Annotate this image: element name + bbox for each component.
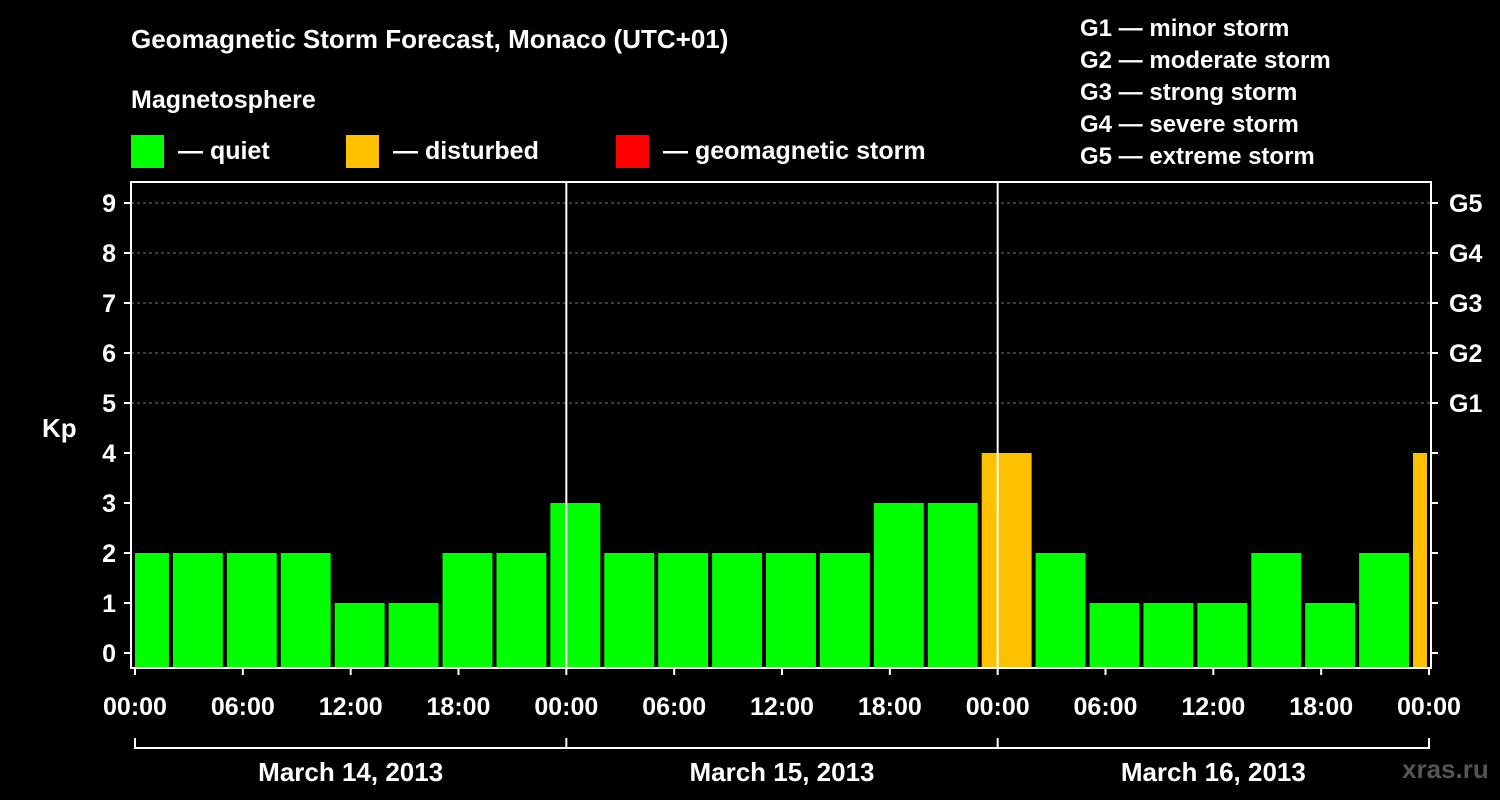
bar: [766, 553, 816, 668]
legend-swatch-disturbed: [346, 134, 379, 168]
x-tick-label: 12:00: [750, 693, 814, 721]
y-tick-label: 9: [102, 190, 116, 218]
y-tick-label: 7: [102, 290, 116, 318]
chart-title: Geomagnetic Storm Forecast, Monaco (UTC+…: [131, 24, 729, 54]
g-tick-label: G4: [1449, 240, 1482, 268]
legend-label-quiet: — quiet: [178, 136, 270, 165]
bar: [981, 453, 1032, 668]
bar: [819, 553, 870, 668]
x-tick-label: 18:00: [427, 693, 491, 721]
legend-item-disturbed: — disturbed: [346, 134, 539, 168]
bar: [135, 553, 169, 668]
bar: [927, 503, 978, 668]
bar: [1359, 553, 1410, 668]
bar: [280, 553, 331, 668]
legend-item-quiet: — quiet: [131, 134, 270, 168]
g-tick-label: G3: [1449, 290, 1482, 318]
legend-swatch-storm: [616, 134, 649, 168]
g-tick-label: G1: [1449, 390, 1482, 418]
y-tick-label: 6: [102, 340, 116, 368]
x-tick-label: 06:00: [211, 693, 275, 721]
bar: [550, 503, 601, 668]
y-tick-label: 3: [102, 490, 116, 518]
g-scale-item: G4 — severe storm: [1080, 111, 1299, 138]
g-scale-item: G5 — extreme storm: [1080, 143, 1315, 170]
y-axis-label: Kp: [42, 413, 77, 443]
bar: [334, 603, 385, 668]
y-tick-label: 8: [102, 240, 116, 268]
bar: [1089, 603, 1140, 668]
x-tick-label: 12:00: [319, 693, 383, 721]
bar: [1035, 553, 1086, 668]
y-tick-label: 0: [102, 640, 116, 668]
y-tick-label: 1: [102, 590, 116, 618]
chart-subtitle: Magnetosphere: [131, 86, 316, 114]
day-label: March 15, 2013: [689, 757, 874, 787]
bar: [712, 553, 763, 668]
x-tick-label: 00:00: [1397, 693, 1461, 721]
g-tick-label: G2: [1449, 340, 1482, 368]
g-scale-legend: G1 — minor storm G2 — moderate storm G3 …: [1080, 13, 1331, 173]
bar: [442, 553, 493, 668]
bar: [496, 553, 547, 668]
bar: [873, 503, 924, 668]
g-tick-label: G5: [1449, 190, 1482, 218]
g-scale-item: G2 — moderate storm: [1080, 47, 1331, 74]
bar: [388, 603, 439, 668]
legend-item-storm: — geomagnetic storm: [616, 134, 926, 168]
bar: [1251, 553, 1302, 668]
x-tick-label: 06:00: [642, 693, 706, 721]
watermark: xras.ru: [1402, 754, 1489, 784]
g-scale-item: G3 — strong storm: [1080, 79, 1298, 106]
day-label: March 14, 2013: [258, 757, 443, 787]
x-tick-label: 18:00: [1289, 693, 1353, 721]
bar: [1197, 603, 1248, 668]
bar: [172, 553, 223, 668]
bar: [226, 553, 277, 668]
y-tick-label: 5: [102, 390, 116, 418]
legend-label-storm: — geomagnetic storm: [663, 136, 926, 165]
legend-swatch-quiet: [131, 134, 164, 168]
legend-label-disturbed: — disturbed: [393, 136, 539, 165]
x-tick-label: 12:00: [1181, 693, 1245, 721]
bar: [604, 553, 655, 668]
y-tick-label: 2: [102, 540, 116, 568]
y-tick-label: 4: [102, 440, 116, 468]
bar: [1143, 603, 1194, 668]
x-tick-label: 00:00: [103, 693, 167, 721]
bar: [658, 553, 709, 668]
x-tick-label: 00:00: [966, 693, 1030, 721]
x-tick-label: 18:00: [858, 693, 922, 721]
x-tick-label: 00:00: [534, 693, 598, 721]
bar: [1413, 453, 1427, 668]
g-scale-item: G1 — minor storm: [1080, 15, 1290, 42]
bar: [1305, 603, 1356, 668]
day-label: March 16, 2013: [1121, 757, 1306, 787]
x-tick-label: 06:00: [1074, 693, 1138, 721]
